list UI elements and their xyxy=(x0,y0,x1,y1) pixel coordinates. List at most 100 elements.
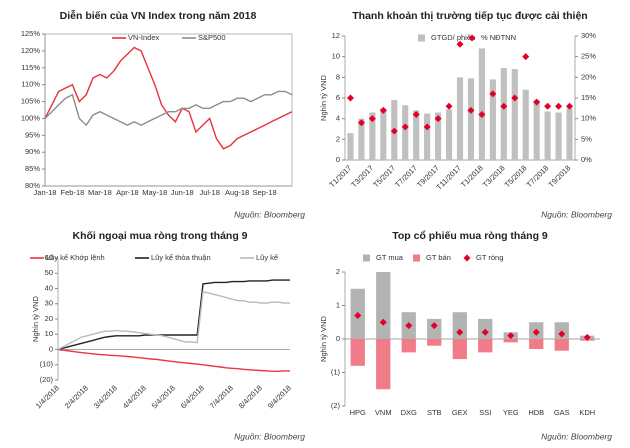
y-tick-label: 2 xyxy=(336,267,340,276)
line-series xyxy=(44,90,293,127)
x-tick-label: 6/4/2018 xyxy=(179,383,206,410)
x-tick-label: 2/4/2018 xyxy=(63,383,90,410)
legend-label: GTGD/ phiên xyxy=(431,33,475,42)
line-series xyxy=(57,348,290,373)
x-tick-label: T3/2018 xyxy=(481,163,507,189)
y-tick-label: 1 xyxy=(336,300,340,309)
diamond-marker xyxy=(401,123,409,131)
diamond-marker xyxy=(558,330,566,338)
y2-tick-label: 25% xyxy=(581,52,596,61)
legend-label: S&P500 xyxy=(198,33,226,42)
bar xyxy=(478,339,493,353)
x-tick-label: STB xyxy=(427,408,442,417)
y-axis-title: Nghìn tỷ VND xyxy=(319,74,328,120)
diamond-marker xyxy=(379,106,387,114)
plot-frame xyxy=(44,33,293,187)
y-axis-title: Nghìn tỷ VND xyxy=(31,295,40,341)
diamond-marker xyxy=(467,106,475,114)
legend-label: VN-Index xyxy=(128,33,160,42)
y-tick-label: 0 xyxy=(336,155,340,164)
bar xyxy=(350,339,365,366)
diamond-marker xyxy=(379,318,387,326)
x-tick-label: VNM xyxy=(375,408,392,417)
x-tick-label: Feb-18 xyxy=(61,188,85,197)
bar xyxy=(533,100,540,160)
legend-label: % NĐTNN xyxy=(481,33,516,42)
y-tick-label: 40 xyxy=(45,283,53,292)
x-tick-label: T1/2017 xyxy=(327,163,353,189)
source-note: Nguồn: Bloomberg xyxy=(541,431,612,441)
bar xyxy=(380,108,387,160)
legend-symbol xyxy=(413,254,420,262)
diamond-marker xyxy=(555,102,563,110)
x-tick-label: T3/2017 xyxy=(349,163,375,189)
x-tick-label: 9/4/2018 xyxy=(266,383,293,410)
x-tick-label: 3/4/2018 xyxy=(92,383,119,410)
legend-label: GT mua xyxy=(376,253,404,262)
bar xyxy=(435,112,442,160)
diamond-marker xyxy=(430,322,438,330)
bar xyxy=(566,108,573,160)
bar xyxy=(467,78,475,160)
y-tick-label: 20 xyxy=(45,314,53,323)
y2-tick-label: 5% xyxy=(581,134,592,143)
x-tick-label: 8/4/2018 xyxy=(237,383,264,410)
y-tick-label: 4 xyxy=(336,114,340,123)
y-tick-label: 10 xyxy=(45,329,53,338)
legend-label: GT bán xyxy=(426,253,451,262)
bar xyxy=(478,48,485,160)
bar xyxy=(456,77,464,160)
x-tick-label: Jan-18 xyxy=(34,188,57,197)
legend-symbol xyxy=(468,34,476,42)
x-tick-label: T5/2017 xyxy=(371,163,397,189)
bar xyxy=(489,79,496,160)
y-tick-label: (10) xyxy=(40,360,54,369)
legend-label: GT ròng xyxy=(476,253,503,262)
diamond-marker xyxy=(511,94,519,102)
y2-tick-label: 20% xyxy=(581,72,596,81)
y2-tick-label: 30% xyxy=(581,31,596,40)
x-tick-label: May-18 xyxy=(142,188,167,197)
bar xyxy=(452,312,467,339)
bar xyxy=(522,89,529,160)
source-note: Nguồn: Bloomberg xyxy=(234,431,305,441)
y-tick-label: 10 xyxy=(332,52,340,61)
diamond-marker xyxy=(456,328,464,336)
x-tick-label: KDH xyxy=(579,408,595,417)
bar xyxy=(376,339,391,390)
y-tick-label: 2 xyxy=(336,134,340,143)
diamond-marker xyxy=(346,94,354,102)
diamond-marker xyxy=(583,333,591,341)
chart-title: Thanh khoản thị trường tiếp tục được cải… xyxy=(352,10,587,22)
bar xyxy=(529,339,544,350)
y2-tick-label: 10% xyxy=(581,114,596,123)
line-series xyxy=(44,46,293,150)
bar xyxy=(376,272,391,339)
bar xyxy=(402,105,409,160)
y-tick-label: 60 xyxy=(45,253,53,262)
y-tick-label: 85% xyxy=(25,164,40,173)
diamond-marker xyxy=(357,119,365,127)
legend-symbol xyxy=(418,34,425,42)
diamond-marker xyxy=(405,322,413,330)
x-tick-label: Apr-18 xyxy=(116,188,139,197)
bar xyxy=(503,339,518,343)
line-series xyxy=(57,290,290,351)
x-tick-label: HPG xyxy=(350,408,366,417)
bar xyxy=(427,339,442,346)
y-tick-label: 0 xyxy=(336,334,340,343)
y-tick-label: 30 xyxy=(45,299,53,308)
bar xyxy=(445,109,453,160)
y-tick-label: 120% xyxy=(21,46,41,55)
x-tick-label: 1/4/2018 xyxy=(34,383,61,410)
bar xyxy=(413,110,420,160)
x-tick-label: Mar-18 xyxy=(88,188,112,197)
y2-tick-label: 15% xyxy=(581,93,596,102)
diamond-marker xyxy=(500,102,508,110)
diamond-marker xyxy=(354,312,362,320)
y-tick-label: 100% xyxy=(21,113,41,122)
diamond-marker xyxy=(544,102,552,110)
y-tick-label: (20) xyxy=(40,375,54,384)
y-tick-label: 110% xyxy=(21,80,40,89)
x-tick-label: YEG xyxy=(503,408,519,417)
